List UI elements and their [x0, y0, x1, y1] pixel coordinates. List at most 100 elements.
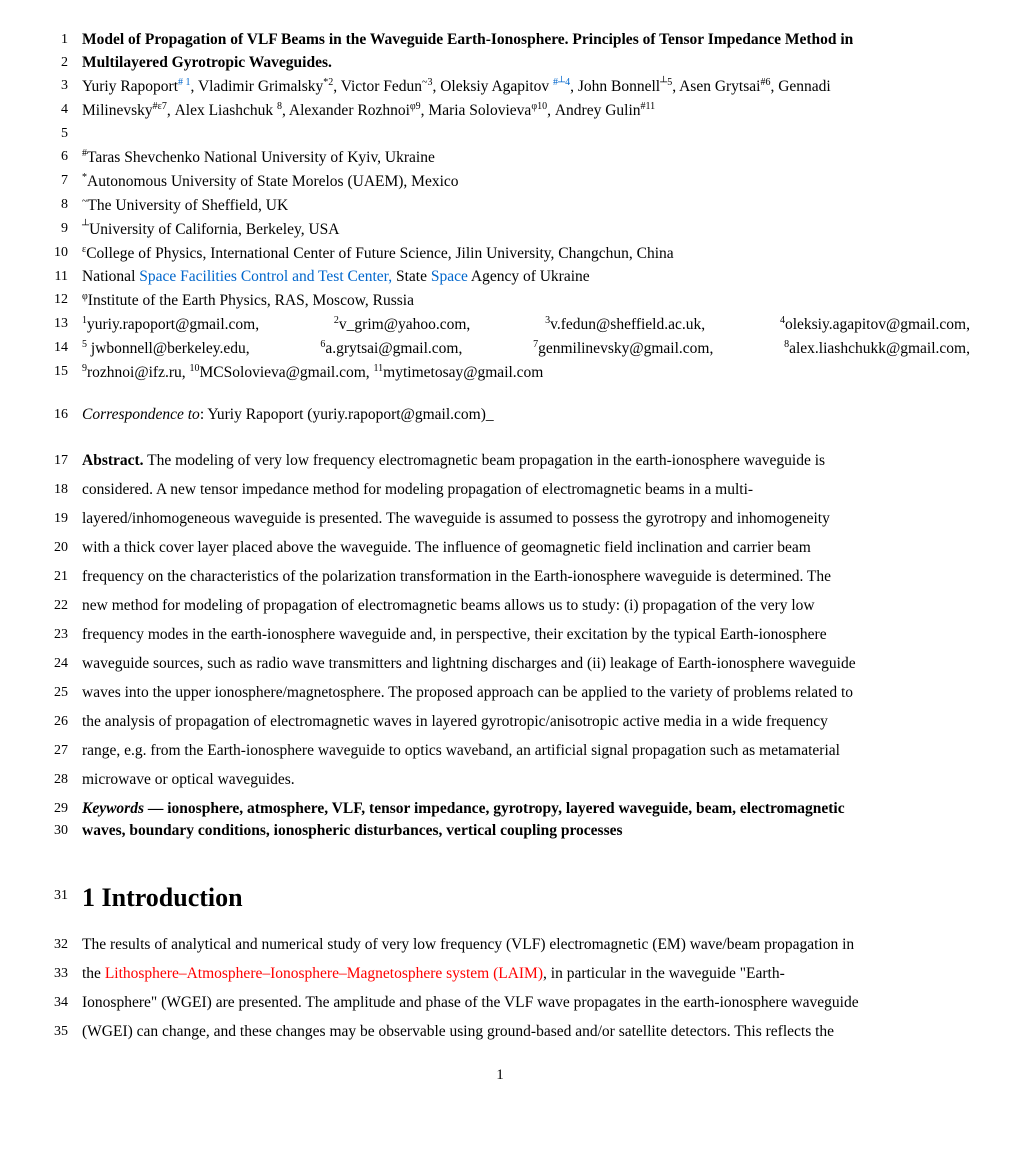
- intro-body: (WGEI) can change, and these changes may…: [82, 1022, 970, 1043]
- author-name: Yuriy Rapoport: [82, 78, 178, 95]
- email: oleksiy.agapitov@gmail.com,: [785, 316, 970, 333]
- abstract-line: 21frequency on the characteristics of th…: [30, 567, 970, 588]
- intro-line: 34Ionosphere" (WGEI) are presented. The …: [30, 993, 970, 1014]
- intro-line: 33 the Lithosphere–Atmosphere–Ionosphere…: [30, 964, 970, 985]
- aff-text: Taras Shevchenko National University of …: [87, 149, 435, 166]
- abstract-body: frequency modes in the earth-ionosphere …: [82, 625, 970, 646]
- line-number: 18: [30, 480, 82, 498]
- intro-line: 32The results of analytical and numerica…: [30, 935, 970, 956]
- line-number: 24: [30, 654, 82, 672]
- line-number: 27: [30, 741, 82, 759]
- emails-line-3: 15 9rozhnoi@ifz.ru, 10MCSolovieva@gmail.…: [30, 362, 970, 384]
- abstract-line: 27range, e.g. from the Earth-ionosphere …: [30, 741, 970, 762]
- abstract-line: 22new method for modeling of propagation…: [30, 596, 970, 617]
- line-number: 12: [30, 290, 82, 308]
- email: MCSolovieva@gmail.com,: [200, 365, 374, 382]
- page-number: 1: [30, 1067, 970, 1084]
- author-sup: φ10: [531, 101, 547, 112]
- line-number: 23: [30, 625, 82, 643]
- intro-highlight: Lithosphere–Atmosphere–Ionosphere–Magnet…: [105, 965, 543, 982]
- abstract-body: range, e.g. from the Earth-ionosphere wa…: [82, 741, 970, 762]
- affiliation-line: 9 ┴University of California, Berkeley, U…: [30, 219, 970, 241]
- emails-line-1: 13 1yuriy.rapoport@gmail.com, 2v_grim@ya…: [30, 314, 970, 336]
- author-name: , Victor Fedun: [333, 78, 422, 95]
- line-number: 13: [30, 314, 82, 332]
- email-sup: 11: [374, 363, 384, 374]
- affiliation: ~The University of Sheffield, UK: [82, 195, 970, 217]
- affiliation-line: 7 *Autonomous University of State Morelo…: [30, 171, 970, 193]
- line-number: 35: [30, 1022, 82, 1040]
- keywords-body: waves, boundary conditions, ionospheric …: [82, 821, 970, 842]
- blank-line: 5: [30, 124, 970, 145]
- author-sup: φ9: [410, 101, 421, 112]
- author-sup: #6: [760, 77, 770, 88]
- line-number: 25: [30, 683, 82, 701]
- abstract-line: 18considered. A new tensor impedance met…: [30, 480, 970, 501]
- line-number: 26: [30, 712, 82, 730]
- authors-line-1: 3 Yuriy Rapoport# 1, Vladimir Grimalsky*…: [30, 76, 970, 98]
- line-number: 5: [30, 124, 82, 142]
- line-number: 33: [30, 964, 82, 982]
- abstract-line: 26the analysis of propagation of electro…: [30, 712, 970, 733]
- author-name: , Vladimir Grimalsky: [191, 78, 324, 95]
- affiliation-line: 10 εCollege of Physics, International Ce…: [30, 243, 970, 265]
- email: alex.liashchukk@gmail.com,: [789, 341, 970, 358]
- aff-text: The University of Sheffield, UK: [87, 197, 288, 214]
- emails-line-2: 14 5 jwbonnell@berkeley.edu, 6a.grytsai@…: [30, 338, 970, 360]
- affiliation: National Space Facilities Control and Te…: [82, 267, 970, 288]
- affiliation-line: 6 #Taras Shevchenko National University …: [30, 147, 970, 169]
- abstract-body: waves into the upper ionosphere/magnetos…: [82, 683, 970, 704]
- line-number: 31: [30, 880, 82, 904]
- abstract-body: frequency on the characteristics of the …: [82, 567, 970, 588]
- abstract-label: Abstract.: [82, 452, 144, 469]
- abstract-line: 28microwave or optical waveguides.: [30, 770, 970, 791]
- line-number: 20: [30, 538, 82, 556]
- abstract-line: 24waveguide sources, such as radio wave …: [30, 654, 970, 675]
- aff-link[interactable]: Space Facilities Control and Test Center…: [139, 268, 392, 285]
- emails-row: 5 jwbonnell@berkeley.edu, 6a.grytsai@gma…: [82, 338, 970, 360]
- email: genmilinevsky@gmail.com,: [538, 341, 713, 358]
- author-sup: ~3: [422, 77, 432, 88]
- abstract-body: the analysis of propagation of electroma…: [82, 712, 970, 733]
- email: yuriy.rapoport@gmail.com,: [87, 316, 259, 333]
- line-number: 3: [30, 76, 82, 94]
- aff-text: National: [82, 268, 139, 285]
- section-heading: 1 Introduction: [82, 880, 970, 915]
- correspondence-label: Correspondence to: [82, 406, 200, 423]
- email: v_grim@yahoo.com,: [339, 316, 470, 333]
- line-number: 7: [30, 171, 82, 189]
- affiliation: εCollege of Physics, International Cente…: [82, 243, 970, 265]
- intro-text: the: [82, 965, 105, 982]
- line-number: 22: [30, 596, 82, 614]
- affiliation: #Taras Shevchenko National University of…: [82, 147, 970, 169]
- abstract-body: The modeling of very low frequency elect…: [147, 452, 825, 469]
- line-number: 1: [30, 30, 82, 48]
- line-number: 9: [30, 219, 82, 237]
- authors-text: Yuriy Rapoport# 1, Vladimir Grimalsky*2,…: [82, 76, 970, 98]
- email: mytimetosay@gmail.com: [383, 365, 543, 382]
- affiliation-line: 8 ~The University of Sheffield, UK: [30, 195, 970, 217]
- email-sup: 10: [190, 363, 200, 374]
- line-number: 21: [30, 567, 82, 585]
- author-name: , Andrey Gulin: [547, 102, 640, 119]
- author-sup: *2: [323, 77, 333, 88]
- email: v.fedun@sheffield.ac.uk,: [550, 316, 705, 333]
- author-name: , Maria Solovieva: [421, 102, 532, 119]
- correspondence-line: 16 Correspondence to: Yuriy Rapoport (yu…: [30, 405, 970, 426]
- email: jwbonnell@berkeley.edu,: [87, 341, 250, 358]
- author-sup: #ε7: [153, 101, 167, 112]
- abstract-line: 23frequency modes in the earth-ionospher…: [30, 625, 970, 646]
- author-name: , Alex Liashchuk: [167, 102, 277, 119]
- authors-line-2: 4 Milinevsky#ε7, Alex Liashchuk 8, Alexa…: [30, 100, 970, 122]
- authors-text: Milinevsky#ε7, Alex Liashchuk 8, Alexand…: [82, 100, 970, 122]
- correspondence-text: : Yuriy Rapoport (yuriy.rapoport@gmail.c…: [200, 406, 494, 423]
- line-number: 15: [30, 362, 82, 380]
- line-number: 19: [30, 509, 82, 527]
- aff-link[interactable]: Space: [431, 268, 468, 285]
- affiliation-line: 12 φInstitute of the Earth Physics, RAS,…: [30, 290, 970, 312]
- abstract-body: waveguide sources, such as radio wave tr…: [82, 654, 970, 675]
- aff-text: Autonomous University of State Morelos (…: [87, 173, 459, 190]
- intro-line: 35(WGEI) can change, and these changes m…: [30, 1022, 970, 1043]
- keywords-text: Keywords — ionosphere, atmosphere, VLF, …: [82, 799, 970, 820]
- abstract-body: with a thick cover layer placed above th…: [82, 538, 970, 559]
